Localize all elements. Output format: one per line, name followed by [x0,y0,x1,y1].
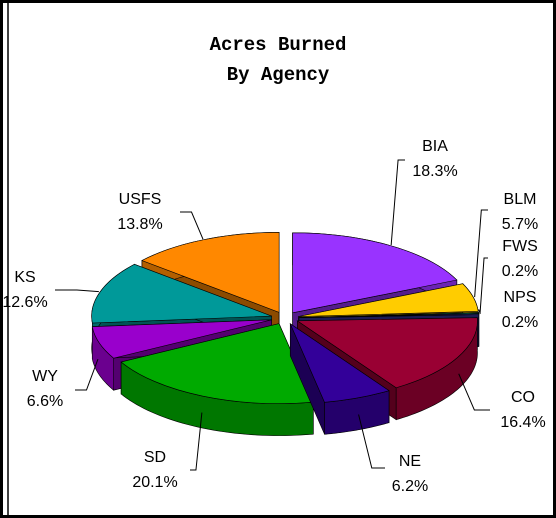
slice-top [91,319,272,359]
leader-line [75,358,99,391]
slice-value-label: 0.2% [502,314,538,331]
slice-top [292,232,458,314]
slice-value-label: 18.3% [412,163,457,180]
leader-line [180,211,204,240]
slice-value-label: 5.7% [502,216,538,233]
slice-top [141,232,280,313]
leader-line [55,289,99,293]
leader-line [190,412,203,471]
slice-top [91,263,272,324]
slice-value-label: 13.8% [117,216,162,233]
slice-value-label: 16.4% [500,414,545,431]
leader-line [358,414,385,469]
chart-title: Acres Burned [210,34,347,56]
slice-label: USFS [119,191,162,208]
leader-line [479,257,488,313]
slice-label: NPS [504,289,537,306]
slice-top [120,323,314,404]
slice-label: SD [144,449,166,466]
slice-top [289,322,390,403]
slice-value-label: 6.2% [392,478,428,495]
slice-top [298,313,480,319]
slice-label: KS [14,269,35,286]
slice-label: BLM [504,191,537,208]
chart-title: By Agency [227,64,330,86]
slice-label: WY [32,368,58,385]
leader-line [390,159,405,246]
slice [289,322,390,435]
slice-label: CO [511,389,535,406]
leader-line [478,309,481,315]
leader-line [474,209,488,298]
slice-top [296,317,478,389]
slice-label: BIA [422,138,448,155]
slice-value-label: 6.6% [27,393,63,410]
slice-value-label: 20.1% [132,474,177,491]
leader-line [458,373,490,411]
slice [120,323,314,436]
slice-label: FWS [502,238,538,255]
slice-label: NE [399,453,421,470]
slice-value-label: 0.2% [502,263,538,280]
slice-top [298,283,479,317]
slice-value-label: 12.6% [2,294,47,311]
